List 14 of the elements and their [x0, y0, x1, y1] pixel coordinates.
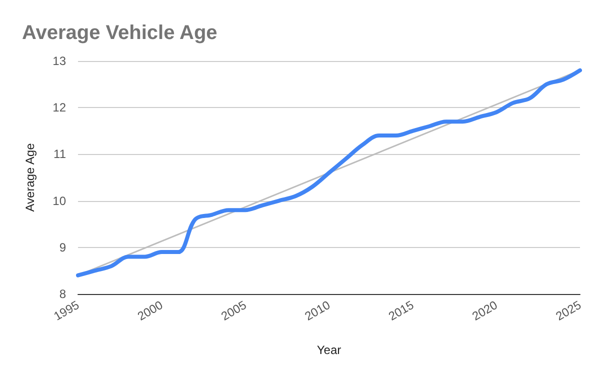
y-tick-label: 12: [52, 100, 66, 115]
x-tick-label: 2025: [553, 298, 584, 324]
x-tick-label: 2000: [135, 298, 166, 324]
x-axis-title: Year: [316, 343, 342, 357]
y-tick-label: 10: [52, 194, 66, 208]
y-tick-label: 13: [52, 54, 66, 68]
x-tick-label: 2010: [302, 298, 333, 324]
y-axis-title: Average Age: [23, 142, 37, 212]
x-tick-label: 2005: [218, 298, 250, 324]
x-tick-label: 2020: [470, 298, 500, 324]
y-tick-label: 11: [54, 147, 66, 162]
x-tick-label: 2015: [386, 298, 416, 324]
chart-title: Average Vehicle Age: [22, 22, 218, 44]
y-tick-label: 9: [59, 240, 66, 254]
